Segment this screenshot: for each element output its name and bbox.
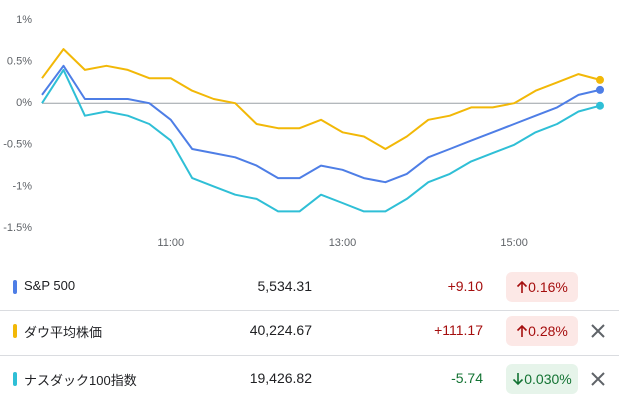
index-row: ナスダック100指数 19,426.82 -5.74 0.030% — [0, 357, 619, 401]
x-tick-label: 15:00 — [500, 237, 528, 249]
index-change: +9.10 — [447, 278, 483, 294]
x-tick-label: 13:00 — [329, 237, 357, 249]
series-line — [41, 48, 601, 150]
y-tick-label: 0% — [16, 97, 32, 109]
percent-text: 0.16% — [528, 279, 568, 295]
index-name: S&P 500 — [24, 278, 76, 293]
color-marker — [13, 372, 17, 386]
index-change: +111.17 — [434, 322, 483, 338]
remove-button[interactable] — [590, 323, 606, 339]
y-tick-label: 1% — [16, 14, 32, 26]
end-point — [596, 75, 604, 84]
y-tick-label: -1% — [12, 180, 32, 192]
index-price: 40,224.67 — [249, 322, 312, 338]
remove-button[interactable] — [590, 371, 606, 387]
index-row: S&P 500 5,534.31 +9.10 0.16% — [0, 265, 619, 309]
index-change: -5.74 — [451, 370, 483, 386]
y-tick-label: 0.5% — [7, 56, 32, 68]
percent-badge: 0.030% — [506, 364, 578, 394]
row-separator — [0, 355, 619, 356]
percent-badge: 0.28% — [506, 316, 578, 346]
color-marker — [13, 324, 17, 338]
percent-badge: 0.16% — [506, 272, 578, 302]
percent-text: 0.030% — [524, 371, 572, 387]
percent-text: 0.28% — [528, 323, 568, 339]
arrow-icon — [517, 280, 528, 293]
index-row: ダウ平均株価 40,224.67 +111.17 0.28% — [0, 309, 619, 353]
index-name: ナスダック100指数 — [24, 373, 137, 388]
row-separator — [0, 310, 619, 311]
series-line — [41, 64, 601, 184]
chart: 1% 0.5% 0% -0.5% -1% -1.5% 11:00 13:00 15:00 — [3, 14, 604, 249]
series-line — [41, 68, 601, 213]
x-tick-label: 11:00 — [157, 237, 184, 249]
index-price: 5,534.31 — [257, 278, 313, 294]
index-price: 19,426.82 — [249, 370, 312, 386]
color-marker — [13, 280, 17, 294]
y-tick-label: -0.5% — [3, 139, 32, 151]
end-point — [596, 101, 604, 110]
arrow-icon — [517, 324, 528, 337]
arrow-icon — [513, 373, 524, 386]
end-point — [596, 85, 604, 94]
y-tick-label: -1.5% — [3, 222, 32, 234]
index-name: ダウ平均株価 — [24, 325, 103, 340]
